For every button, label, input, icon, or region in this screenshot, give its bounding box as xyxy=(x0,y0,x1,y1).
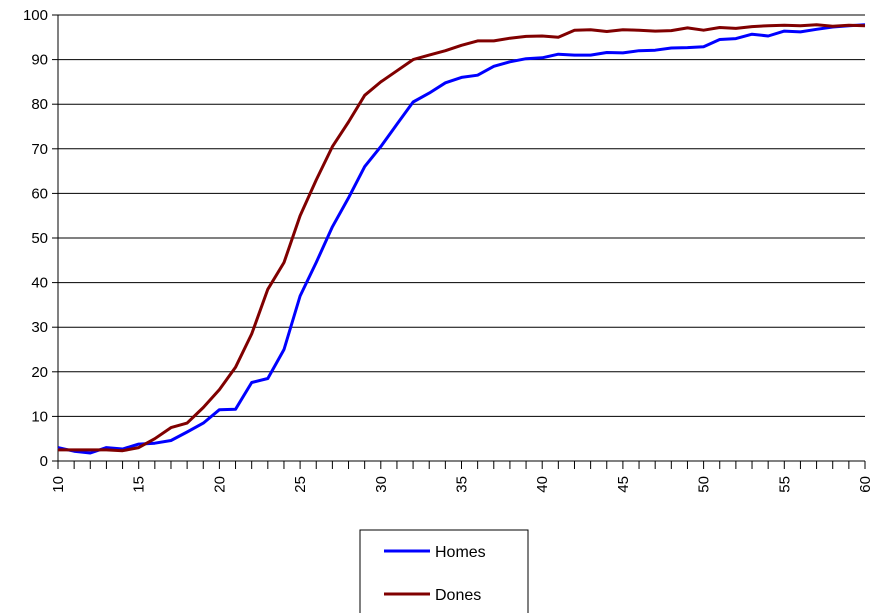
legend: Homes Dones xyxy=(359,529,529,613)
y-tick-label: 0 xyxy=(40,453,48,470)
x-tick-label: 20 xyxy=(211,476,228,493)
x-tick-label: 45 xyxy=(615,476,632,493)
y-tick-label: 20 xyxy=(31,364,48,381)
gridlines xyxy=(58,14,865,462)
legend-box xyxy=(359,529,529,613)
legend-label-homes: Homes xyxy=(435,544,486,561)
x-tick-label: 60 xyxy=(857,476,871,493)
x-tick-label: 25 xyxy=(292,476,309,493)
y-tick-label: 70 xyxy=(31,141,48,158)
x-tick-label: 10 xyxy=(50,476,67,493)
y-tick-label: 80 xyxy=(31,96,48,113)
y-tick-label: 30 xyxy=(31,319,48,336)
y-tick-label: 60 xyxy=(31,185,48,202)
y-tick-label: 10 xyxy=(31,408,48,425)
legend-label-dones: Dones xyxy=(435,587,481,604)
x-tick-label: 55 xyxy=(776,476,793,493)
series-lines xyxy=(57,23,866,455)
y-tick-label: 50 xyxy=(31,230,48,247)
y-tick-label: 90 xyxy=(31,52,48,69)
y-tick-label: 100 xyxy=(23,7,48,24)
y-tick-label: 40 xyxy=(31,275,48,292)
x-tick-label: 50 xyxy=(696,476,713,493)
x-tick-label: 40 xyxy=(534,476,551,493)
series-line-dones xyxy=(58,23,866,453)
x-tick-label: 35 xyxy=(454,476,471,493)
x-tick-label: 15 xyxy=(131,476,148,493)
series-line-homes xyxy=(57,23,866,455)
x-tick-label: 30 xyxy=(373,476,390,493)
